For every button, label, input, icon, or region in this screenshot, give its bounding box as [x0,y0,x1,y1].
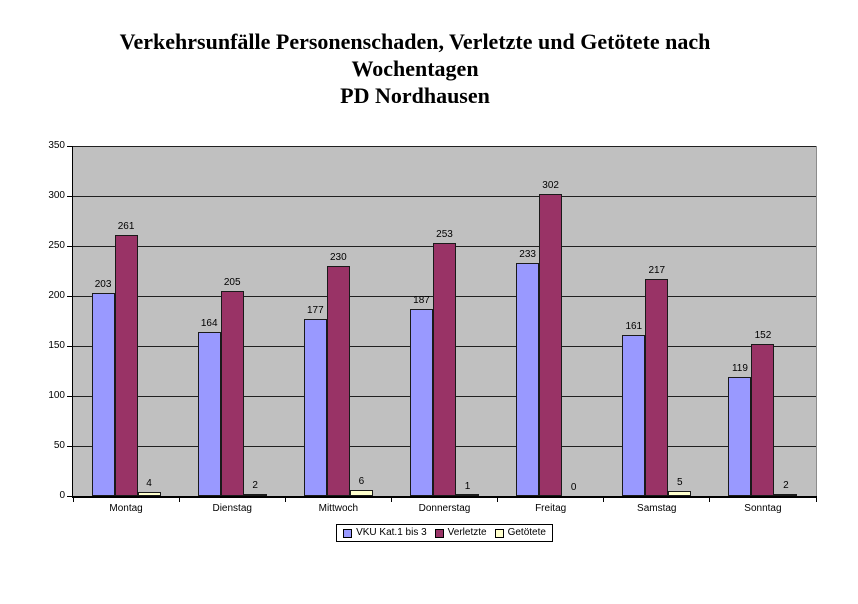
legend-label-vku: VKU Kat.1 bis 3 [356,527,427,538]
x-category-label: Montag [109,503,143,514]
bar-1-0 [114,235,138,496]
y-tick [67,146,73,147]
value-label: 205 [223,277,241,288]
legend-swatch-getoetete-icon [494,528,504,538]
bar-1-2 [326,266,350,496]
bar-0-6 [728,377,752,496]
bar-2-6 [774,494,798,496]
chart-title-line-2: Wochentagen [351,56,479,81]
y-tick [67,296,73,297]
x-tick [709,498,711,502]
value-label: 217 [648,265,666,276]
x-tick [603,498,605,502]
value-label: 230 [330,252,347,263]
plot-area: 0 50 100 150 200 250 300 350 203 164 177 187 233 161 1… [48,140,817,514]
value-label: 302 [542,180,559,191]
x-tick [284,498,286,502]
legend-item-verletzte: Verletzte [434,527,487,539]
legend-label-getoetete: Getötete [507,527,546,538]
legend-swatch-vku-icon [343,528,353,538]
y-tick-label: 50 [53,440,65,451]
value-label: 2 [783,480,789,491]
chart-title: Verkehrsunfälle Personenschaden, Verletz… [0,28,830,109]
y-tick [67,246,73,247]
legend-box: VKU Kat.1 bis 3 Verletzte Getötete [336,524,553,542]
legend: VKU Kat.1 bis 3 Verletzte Getötete [73,524,816,542]
value-label: 203 [94,279,112,290]
x-tick [72,498,74,502]
value-label: 253 [436,229,453,240]
value-label: 6 [358,476,365,487]
y-axis-line [72,146,73,498]
x-axis-line [72,496,817,498]
value-label: 119 [731,363,748,374]
x-category-label: Mittwoch [318,503,359,514]
bar-0-5 [622,335,646,496]
bar-2-1 [243,494,267,496]
legend-label-verletzte: Verletzte [447,527,487,538]
value-label: 161 [625,321,643,332]
x-category-label: Dienstag [212,503,252,514]
bar-0-2 [303,319,327,496]
bar-1-3 [433,243,456,496]
value-label: 0 [570,482,577,493]
legend-item-getoetete: Getötete [494,527,546,539]
gridline [73,196,816,197]
bar-2-2 [349,490,373,496]
value-label: 5 [677,477,683,488]
y-tick-label: 100 [48,390,65,401]
value-label: 177 [307,305,324,316]
legend-item-vku: VKU Kat.1 bis 3 [343,527,427,539]
x-category-label: Freitag [535,503,567,514]
y-tick-label: 200 [48,290,65,301]
value-label: 1 [464,481,471,492]
bar-1-5 [645,279,669,496]
y-tick [67,196,73,197]
x-tick [390,498,392,502]
bar-2-0 [137,492,161,496]
bar-0-1 [197,332,221,496]
y-tick-label: 350 [48,140,65,151]
bar-2-5 [668,491,692,496]
x-tick [815,498,817,502]
bar-2-3 [456,494,479,496]
gridline [73,146,816,147]
y-tick-label: 0 [59,490,65,501]
bar-0-4 [516,263,540,496]
bar-1-6 [751,344,775,496]
value-label: 187 [413,295,430,306]
bar-0-0 [91,293,115,496]
legend-swatch-verletzte-icon [434,528,444,538]
value-label: 233 [519,249,536,260]
bar-1-4 [539,194,563,496]
chart-title-line-3: PD Nordhausen [340,83,490,108]
y-tick-label: 150 [48,340,65,351]
y-tick [67,496,73,497]
value-label: 4 [146,478,152,489]
y-tick [67,346,73,347]
x-tick [178,498,180,502]
x-category-label: Donnerstag [418,503,471,514]
x-tick [497,498,499,502]
value-label: 152 [754,330,772,341]
bar-1-1 [220,291,244,496]
value-label: 2 [252,480,258,491]
y-tick [67,446,73,447]
x-category-label: Samstag [637,503,677,514]
x-category-label: Sonntag [744,503,782,514]
value-label: 164 [200,318,218,329]
y-tick [67,396,73,397]
chart-title-line-1: Verkehrsunfälle Personenschaden, Verletz… [119,29,711,54]
y-tick-label: 300 [48,190,65,201]
value-label: 261 [117,221,135,232]
y-tick-label: 250 [48,240,65,251]
bar-0-3 [410,309,433,496]
